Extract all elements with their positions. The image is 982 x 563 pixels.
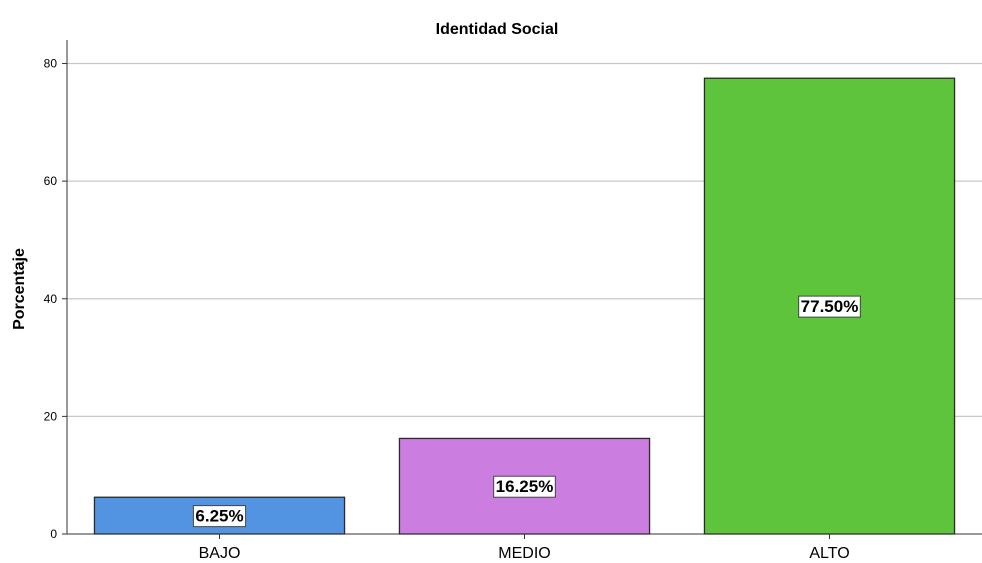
data-label-alto: 77.50%	[798, 295, 861, 318]
data-label-box	[798, 295, 861, 318]
y-tick-label: 40	[44, 292, 58, 306]
data-label-bajo: 6.25%	[192, 505, 247, 528]
x-tick-labels: BAJO MEDIO ALTO	[199, 534, 850, 562]
y-tick-label: 20	[44, 409, 58, 423]
data-label-box	[192, 505, 247, 528]
x-tick-label: MEDIO	[498, 545, 550, 562]
bar-bajo	[93, 496, 346, 535]
y-tick-labels: 0 20 40 60 80	[44, 57, 67, 541]
bars: 6.25% 16.25% 77.50%	[93, 77, 956, 535]
data-label-text: 6.25%	[195, 507, 243, 526]
data-label-text: 16.25%	[496, 477, 554, 496]
data-label-text: 77.50%	[801, 297, 859, 316]
data-label-box	[493, 475, 556, 498]
y-axis-label: Porcentaje	[11, 248, 28, 330]
y-tick-label: 80	[44, 57, 58, 71]
y-tick-label: 0	[50, 527, 57, 541]
y-tick-label: 60	[44, 174, 58, 188]
data-label-medio: 16.25%	[493, 475, 556, 498]
chart-title: Identidad Social	[436, 21, 559, 38]
x-tick-label: BAJO	[199, 545, 241, 562]
x-tick-label: ALTO	[809, 545, 849, 562]
